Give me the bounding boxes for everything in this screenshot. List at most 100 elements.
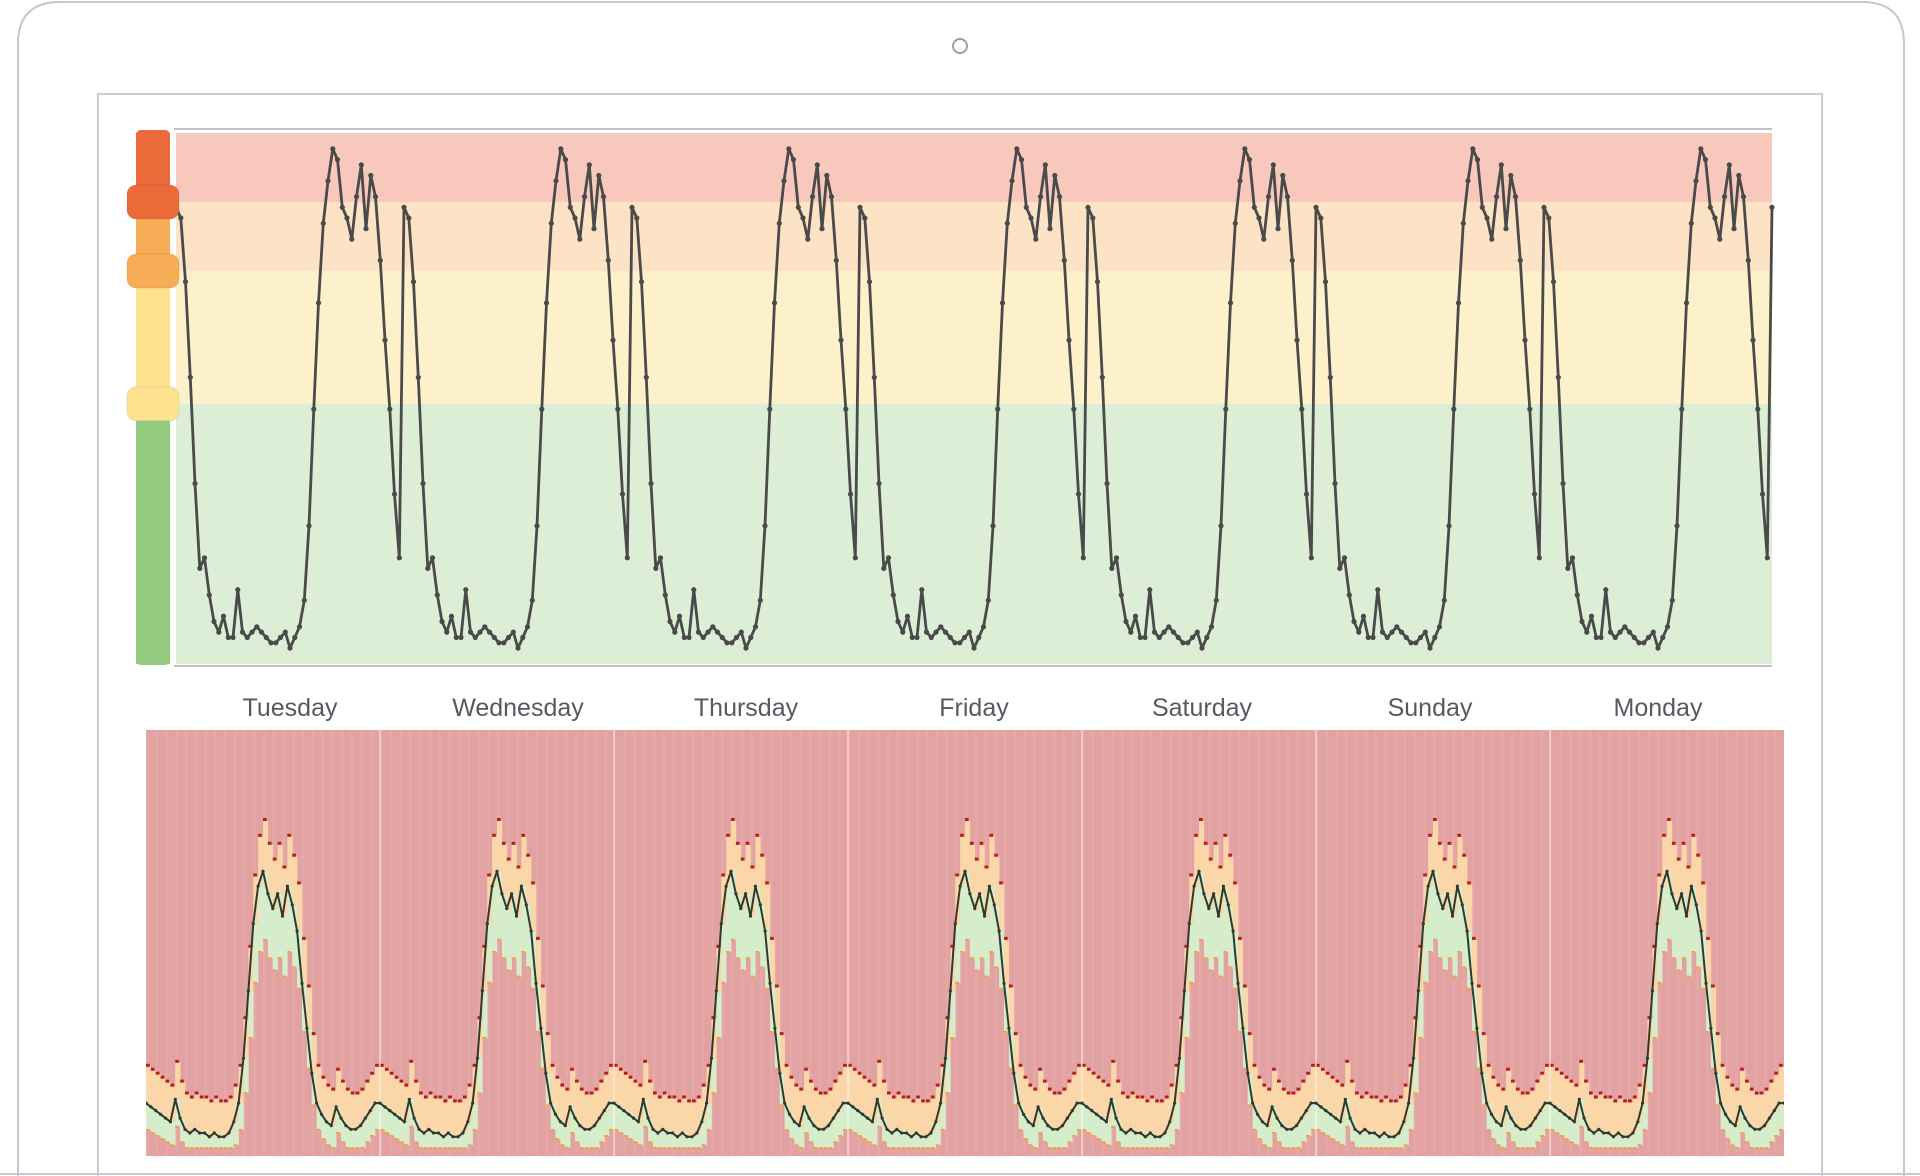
- forecast-band-lower: [428, 1129, 434, 1148]
- forecast-upper-mark: [194, 1091, 199, 1095]
- forecast-band-lower: [189, 1133, 196, 1148]
- device-shell: [17, 1, 1905, 1176]
- series-point: [1446, 523, 1452, 529]
- forecast-band-upper: [389, 1074, 395, 1111]
- heatmap-series-point: [636, 1120, 641, 1124]
- forecast-upper-mark: [1701, 881, 1705, 885]
- forecast-upper-mark: [1091, 1071, 1096, 1075]
- forecast-band-upper: [1130, 1094, 1136, 1130]
- forecast-lower-mark: [1335, 1141, 1340, 1144]
- heatmap-series-point: [1489, 1112, 1494, 1116]
- forecast-upper-mark: [355, 1091, 360, 1095]
- forecast-band-upper: [1632, 1098, 1639, 1134]
- forecast-upper-mark: [687, 1099, 691, 1103]
- forecast-upper-mark: [453, 1099, 457, 1103]
- forecast-lower-mark: [1550, 1128, 1554, 1131]
- forecast-upper-mark: [1467, 881, 1471, 885]
- threshold-slider[interactable]: [126, 130, 180, 665]
- heatmap-series-point: [397, 1116, 402, 1120]
- forecast-upper-mark: [384, 1067, 389, 1071]
- heatmap-series-point: [154, 1109, 158, 1113]
- forecast-band-lower: [1296, 1125, 1302, 1148]
- heatmap-series-point: [744, 892, 748, 896]
- forecast-band-upper: [1316, 1066, 1322, 1104]
- series-point: [1009, 178, 1015, 184]
- heatmap-column: [1296, 730, 1299, 1156]
- forecast-lower-mark: [1774, 1135, 1778, 1137]
- heatmap-series-point: [1641, 1101, 1645, 1105]
- series-point: [999, 300, 1006, 306]
- forecast-lower-mark: [345, 1147, 350, 1149]
- forecast-upper-mark: [380, 1063, 384, 1067]
- forecast-band-lower: [1306, 1110, 1312, 1136]
- forecast-upper-mark: [1676, 857, 1681, 861]
- forecast-band-lower: [1418, 990, 1424, 1038]
- forecast-upper-mark: [560, 1083, 565, 1087]
- forecast-upper-mark: [511, 841, 516, 845]
- forecast-lower-mark: [882, 1141, 886, 1144]
- forecast-band-upper: [779, 1035, 785, 1074]
- forecast-band-upper: [818, 1094, 824, 1130]
- forecast-band-upper: [1325, 1074, 1331, 1111]
- threshold-handle-high[interactable]: [126, 253, 180, 289]
- threshold-handle-warn[interactable]: [126, 386, 180, 422]
- forecast-upper-mark: [1418, 944, 1423, 948]
- forecast-band-upper: [1067, 1082, 1073, 1119]
- forecast-lower-mark: [209, 1147, 214, 1149]
- forecast-upper-mark: [1208, 857, 1213, 861]
- series-point: [520, 634, 526, 641]
- heatmap-series-point: [1265, 1124, 1269, 1128]
- forecast-lower-mark: [648, 1141, 652, 1144]
- heatmap-column: [1160, 730, 1163, 1156]
- forecast-upper-mark: [555, 1075, 560, 1079]
- forecast-lower-mark: [896, 1147, 901, 1149]
- heatmap-series-point: [1017, 1101, 1021, 1105]
- forecast-band-lower: [511, 893, 517, 959]
- heatmap-series-point: [968, 892, 972, 896]
- heatmap-series-point: [1226, 903, 1230, 907]
- forecast-band-lower: [857, 1110, 863, 1136]
- forecast-band-lower: [165, 1118, 171, 1143]
- forecast-lower-mark: [1164, 1147, 1169, 1149]
- forecast-band-upper: [1262, 1086, 1268, 1122]
- heatmap-series-point: [963, 869, 967, 873]
- forecast-band-lower: [1125, 1133, 1132, 1148]
- forecast-band-upper: [321, 1078, 327, 1115]
- heatmap-series-point: [797, 1124, 801, 1128]
- forecast-lower-mark: [1160, 1147, 1164, 1149]
- series-point: [1574, 592, 1580, 598]
- forecast-band-upper: [828, 1090, 834, 1126]
- heatmap-series-point: [763, 929, 767, 933]
- forecast-lower-mark: [1779, 1128, 1783, 1131]
- threshold-handle-critical[interactable]: [126, 184, 180, 220]
- heatmap-series-point: [290, 903, 294, 907]
- forecast-band-upper: [1779, 1066, 1784, 1104]
- forecast-upper-mark: [657, 1095, 662, 1099]
- forecast-band-lower: [380, 1103, 386, 1130]
- series-point: [586, 162, 592, 168]
- forecast-band-lower: [506, 908, 512, 971]
- series-point: [990, 523, 996, 529]
- forecast-lower-mark: [628, 1138, 633, 1141]
- forecast-band-lower: [1667, 871, 1673, 940]
- forecast-band-lower: [555, 1114, 561, 1140]
- heatmap-series-point: [1528, 1124, 1533, 1128]
- heatmap-series-point: [1582, 1116, 1586, 1120]
- forecast-band-upper: [282, 868, 288, 917]
- forecast-band-upper: [770, 939, 776, 984]
- heatmap-column: [828, 730, 831, 1156]
- forecast-upper-mark: [1272, 1067, 1276, 1071]
- forecast-band-lower: [267, 893, 274, 959]
- series-point: [1066, 337, 1072, 343]
- forecast-upper-mark: [228, 1095, 233, 1099]
- series-point: [1536, 555, 1542, 561]
- heatmap-series-point: [1563, 1112, 1567, 1116]
- series-point: [1413, 640, 1419, 646]
- forecast-upper-mark: [1135, 1095, 1140, 1099]
- heatmap-series-point: [1368, 1131, 1372, 1135]
- heatmap-series-point: [1455, 884, 1459, 888]
- series-point: [705, 629, 711, 635]
- heatmap-series-point: [1411, 1056, 1416, 1060]
- forecast-upper-mark: [911, 1099, 916, 1103]
- heatmap-column: [1082, 730, 1085, 1156]
